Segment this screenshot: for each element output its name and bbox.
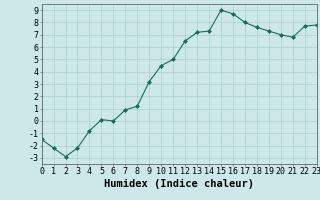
- X-axis label: Humidex (Indice chaleur): Humidex (Indice chaleur): [104, 179, 254, 189]
